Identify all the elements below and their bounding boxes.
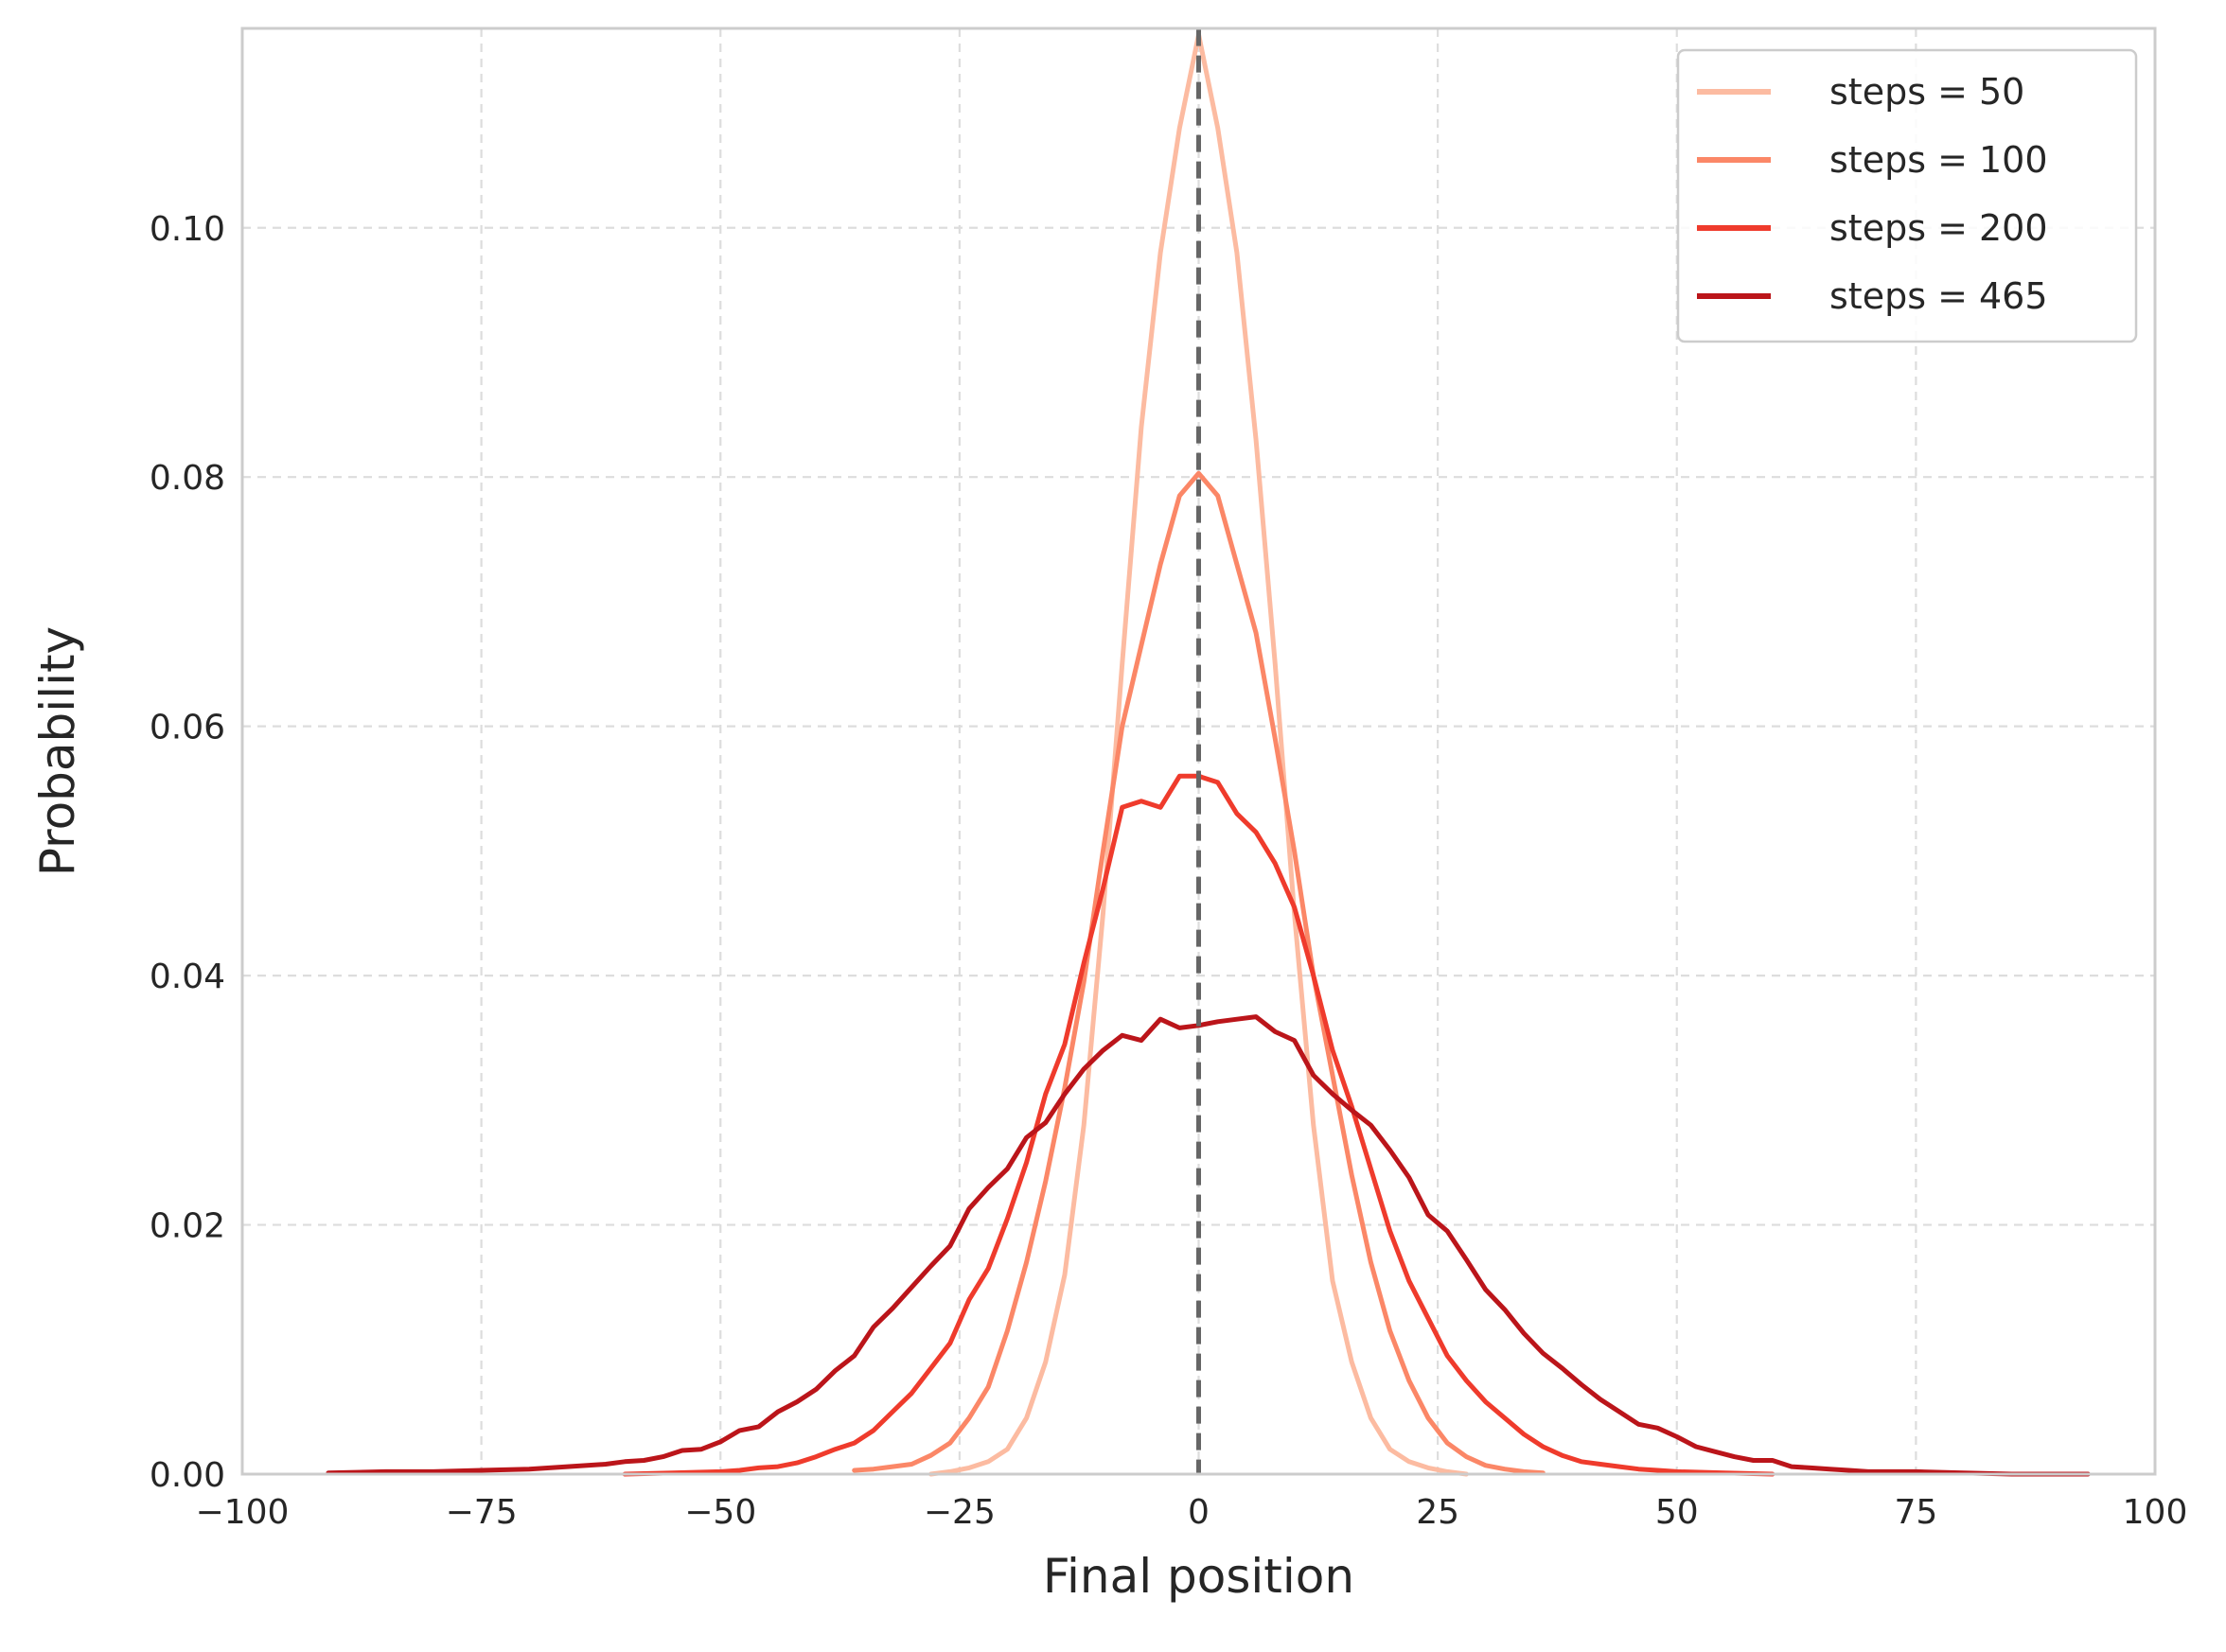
tick-labels: −100 −75 −50 −25 0 25 50 75 100 0.00 0.02 0.04 0.06 0… (150, 210, 2188, 1532)
x-tick-label: 50 (1655, 1493, 1699, 1532)
y-axis-label: Probability (30, 626, 85, 876)
y-tick-label: 0.02 (150, 1207, 225, 1246)
legend-label: steps = 465 (1829, 275, 2048, 317)
plot-frame (240, 26, 2157, 1476)
series-line-2 (852, 470, 1546, 1476)
legend-label: steps = 200 (1829, 207, 2048, 249)
y-tick-label: 0.06 (150, 709, 225, 747)
x-axis-label: Final position (1043, 1549, 1354, 1604)
legend-frame (1676, 48, 2138, 343)
series-line-4 (326, 1014, 2091, 1477)
y-tick-label: 0.00 (150, 1456, 225, 1495)
x-tick-label: −100 (196, 1493, 290, 1532)
x-tick-label: 25 (1416, 1493, 1459, 1532)
x-tick-label: −25 (924, 1493, 996, 1532)
legend: steps = 50 steps = 100 steps = 200 steps = … (1676, 48, 2138, 343)
x-tick-label: 75 (1894, 1493, 1937, 1532)
legend-label: steps = 50 (1829, 71, 2024, 113)
y-tick-label: 0.10 (150, 210, 225, 249)
legend-label: steps = 100 (1829, 139, 2048, 181)
x-tick-label: −75 (446, 1493, 518, 1532)
y-tick-label: 0.08 (150, 459, 225, 498)
y-tick-label: 0.04 (150, 958, 225, 996)
x-tick-label: −50 (684, 1493, 756, 1532)
x-tick-label: 100 (2123, 1493, 2188, 1532)
x-tick-label: 0 (1188, 1493, 1210, 1532)
